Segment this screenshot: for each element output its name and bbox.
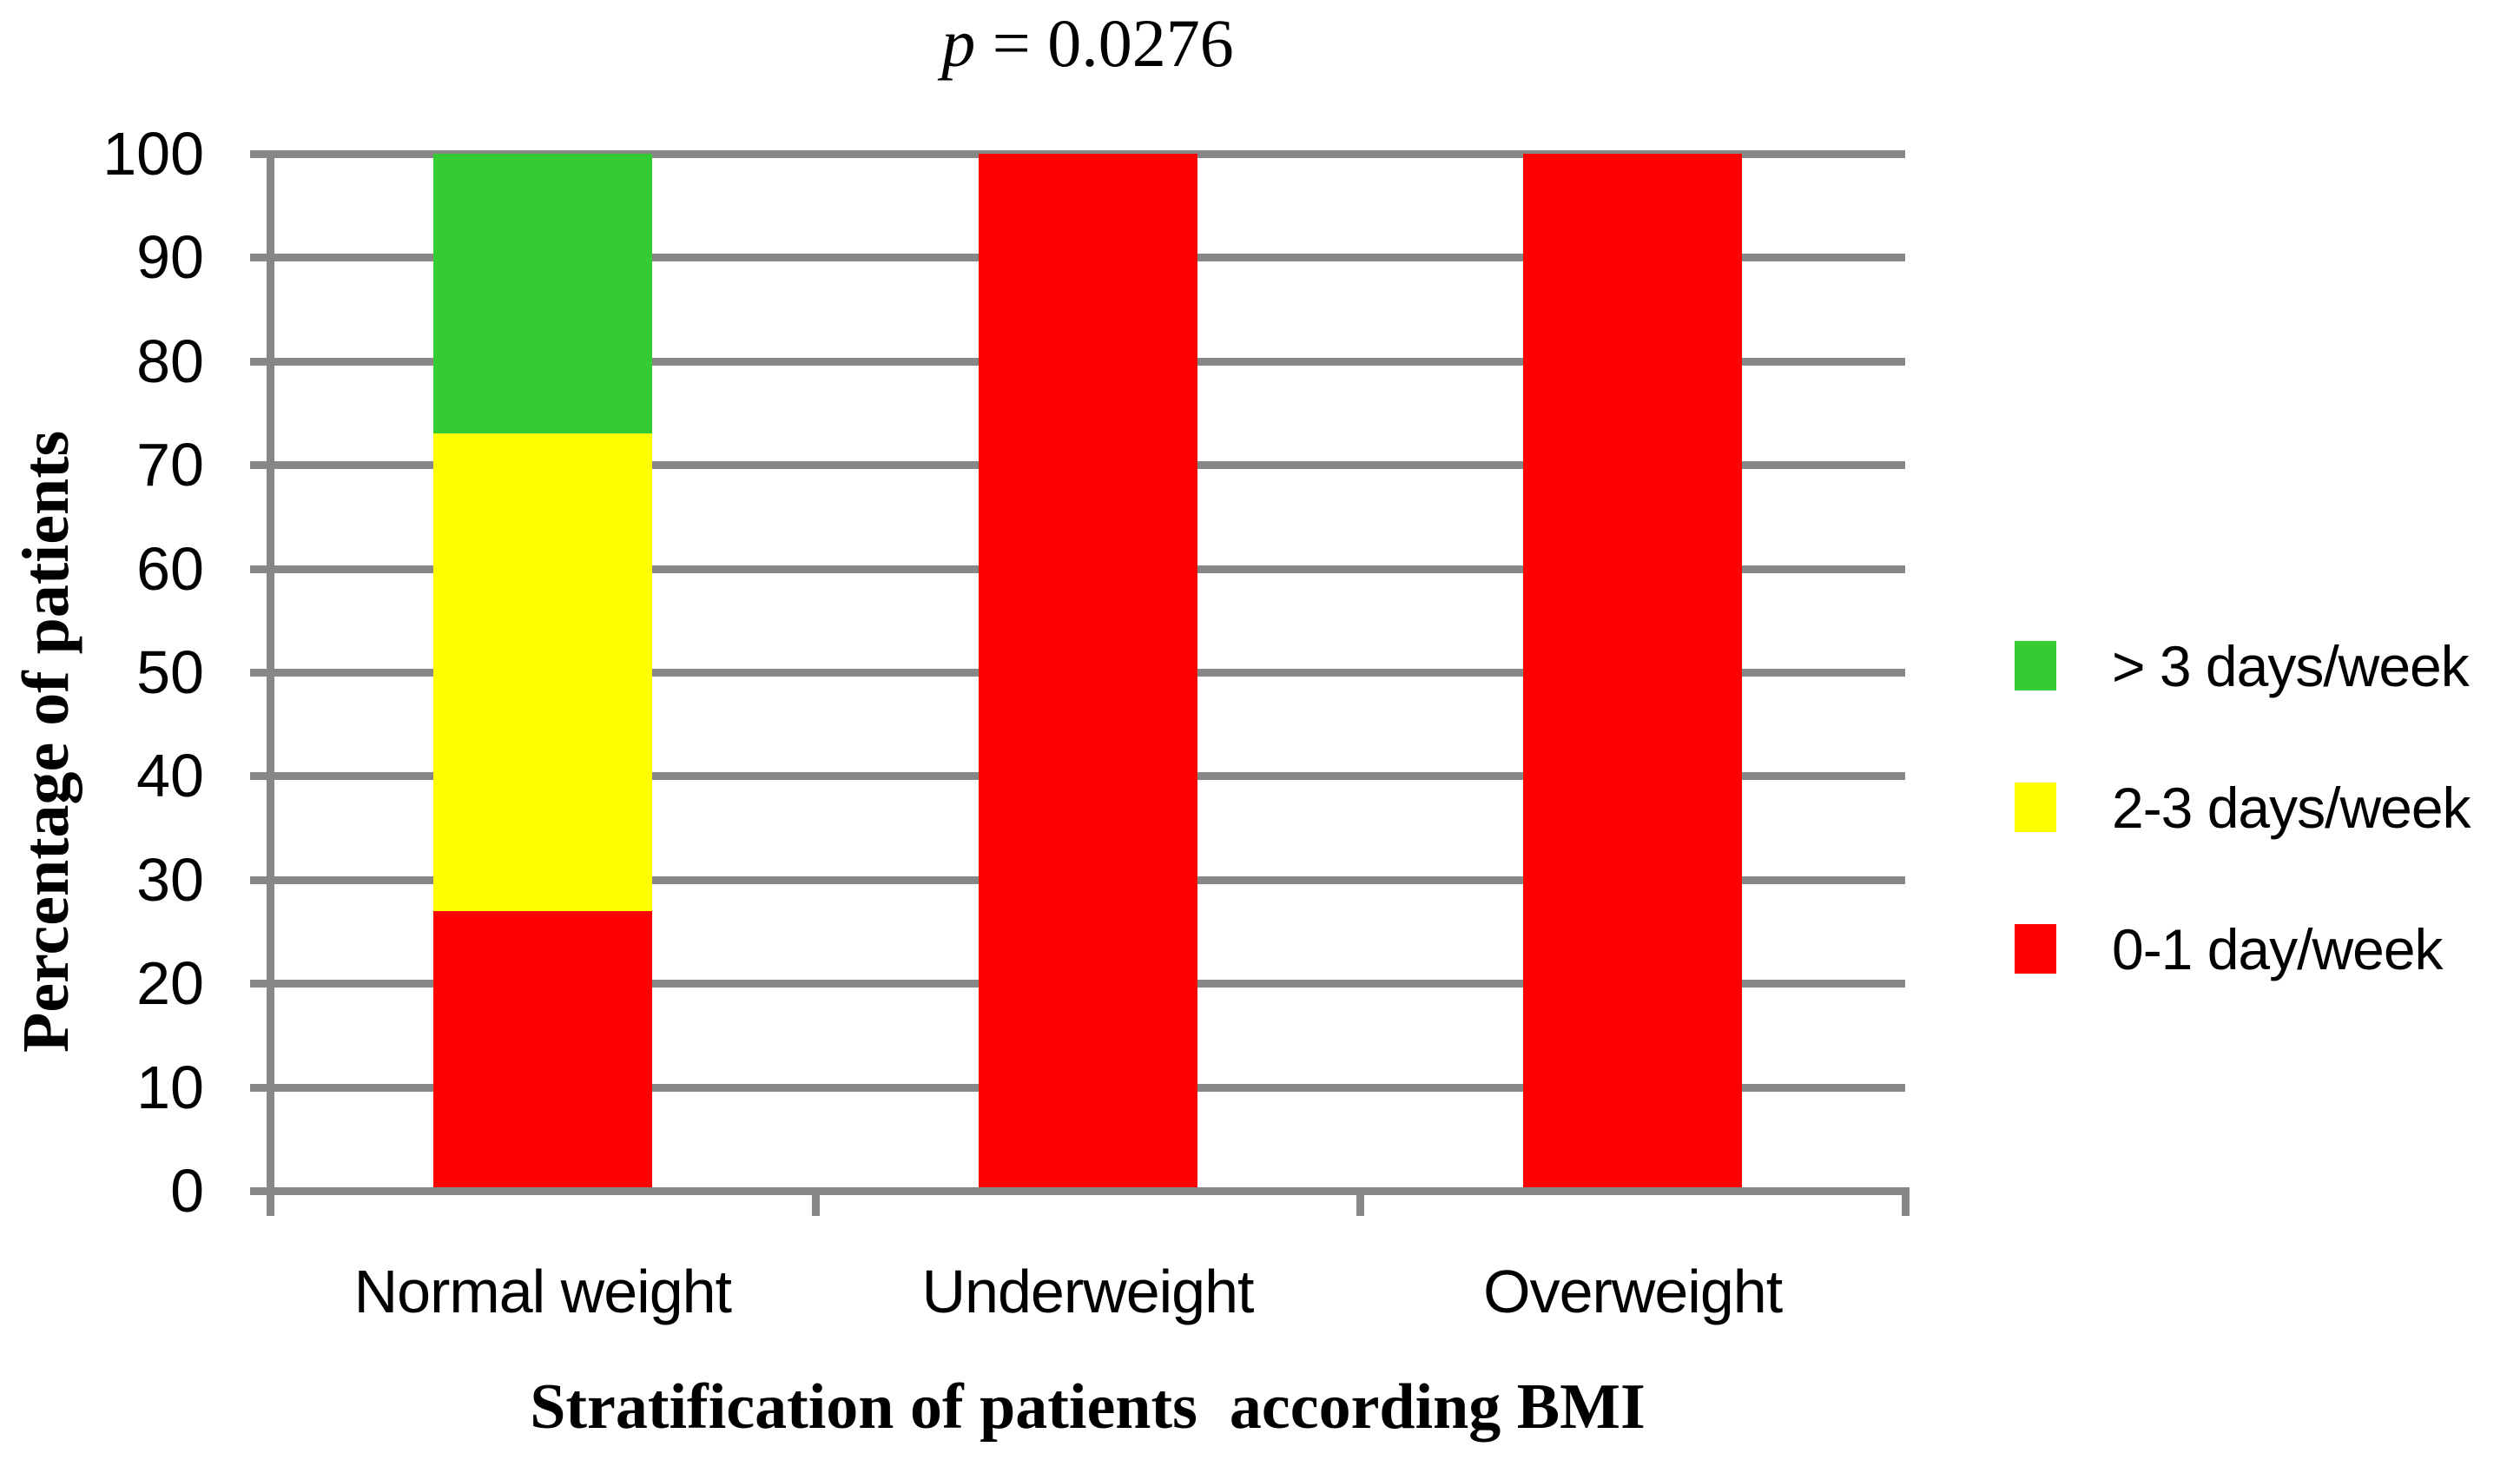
x-axis-line — [250, 1187, 1910, 1195]
category-label-overweight: Overweight — [1483, 1258, 1783, 1325]
x-axis-title: Stratification of patients according BMI — [530, 1371, 1646, 1443]
bar-segment-normal-weight-yellow — [432, 433, 652, 911]
chart-title-p: p — [941, 5, 976, 81]
legend-label-green: > 3 days/week — [2112, 634, 2470, 698]
legend-swatch-green — [2015, 641, 2056, 690]
y-tick-label-30: 30 — [136, 845, 204, 914]
x-axis-tick-0 — [267, 1191, 274, 1216]
legend-label-yellow: 2-3 days/week — [2112, 776, 2471, 840]
x-axis-tick-2 — [1356, 1191, 1365, 1216]
y-tick-label-100: 100 — [102, 120, 204, 188]
category-label-underweight: Underweight — [921, 1258, 1254, 1325]
y-axis-line — [267, 150, 274, 1216]
category-label-normal-weight: Normal weight — [353, 1258, 732, 1325]
x-axis-tick-1 — [811, 1191, 820, 1216]
y-tick-label-10: 10 — [136, 1053, 204, 1121]
chart-title-value: = 0.0276 — [975, 5, 1234, 81]
chart-title: p = 0.0276 — [270, 2, 1905, 85]
bar-segment-underweight-red — [978, 154, 1197, 1191]
y-tick-label-40: 40 — [136, 742, 204, 810]
legend-swatch-red — [2015, 924, 2056, 974]
y-tick-label-60: 60 — [136, 534, 204, 603]
legend-swatch-yellow — [2015, 783, 2056, 832]
x-axis-tick-3 — [1902, 1191, 1910, 1216]
bar-segment-overweight-red — [1523, 154, 1743, 1191]
y-tick-label-20: 20 — [136, 949, 204, 1018]
y-tick-label-70: 70 — [136, 431, 204, 499]
legend-label-red: 0-1 day/week — [2112, 917, 2444, 981]
y-tick-label-50: 50 — [136, 638, 204, 706]
y-tick-label-80: 80 — [136, 327, 204, 395]
y-tick-label-0: 0 — [170, 1157, 204, 1225]
bar-segment-normal-weight-red — [432, 910, 652, 1191]
y-tick-label-90: 90 — [136, 223, 204, 292]
bar-segment-normal-weight-green — [432, 154, 652, 434]
